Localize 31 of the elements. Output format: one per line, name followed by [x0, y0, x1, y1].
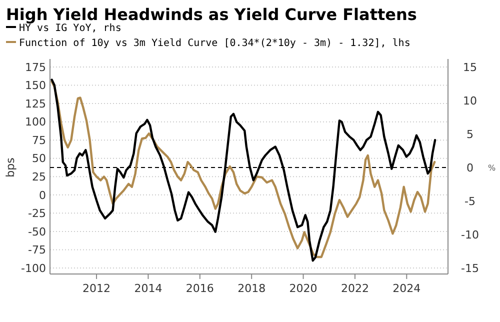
y-axis-title: bps: [4, 157, 17, 178]
x-tick-label: 2022: [340, 282, 369, 295]
y-tick-label: 125: [25, 97, 46, 110]
y2-axis-title: %: [488, 163, 496, 172]
y2-tick-label: 10: [463, 94, 477, 108]
chart-title: High Yield Headwinds as Yield Curve Flattens: [6, 5, 417, 24]
x-tick-label: 2014: [134, 282, 162, 295]
y-tick-label: -100: [21, 262, 46, 275]
y-tick-label: 175: [25, 60, 46, 74]
y2-tick-label: -15: [461, 262, 479, 275]
y-tick-label: -25: [28, 207, 46, 220]
x-tick-label: 2012: [82, 282, 111, 295]
y-tick-label: 150: [25, 79, 46, 92]
y2-tick-label: 5: [466, 128, 474, 141]
legend-label: HY vs IG YoY, rhs: [19, 23, 122, 34]
x-tick-label: 2018: [238, 282, 266, 295]
y2-tick-label: -5: [464, 194, 476, 208]
y-tick-label: 50: [32, 152, 46, 166]
x-tick-label: 2024: [392, 282, 421, 295]
x-tick-label: 2020: [289, 282, 318, 295]
y2-tick-label: -10: [461, 228, 479, 242]
y-tick-label: -75: [28, 244, 46, 257]
x-tick-label: 2016: [186, 282, 214, 295]
y-tick-label: 25: [32, 170, 46, 184]
y-tick-label: 100: [25, 116, 46, 129]
y2-tick-label: 0: [466, 161, 474, 174]
y-tick-label: 0: [39, 188, 46, 202]
y-tick-label: -50: [28, 225, 46, 238]
legend-label: Function of 10y vs 3m Yield Curve [0.34*(2*10y - 3m) - 1.32], lhs: [19, 38, 410, 49]
y2-tick-label: 15: [463, 60, 477, 74]
y-tick-label: 75: [32, 134, 46, 147]
